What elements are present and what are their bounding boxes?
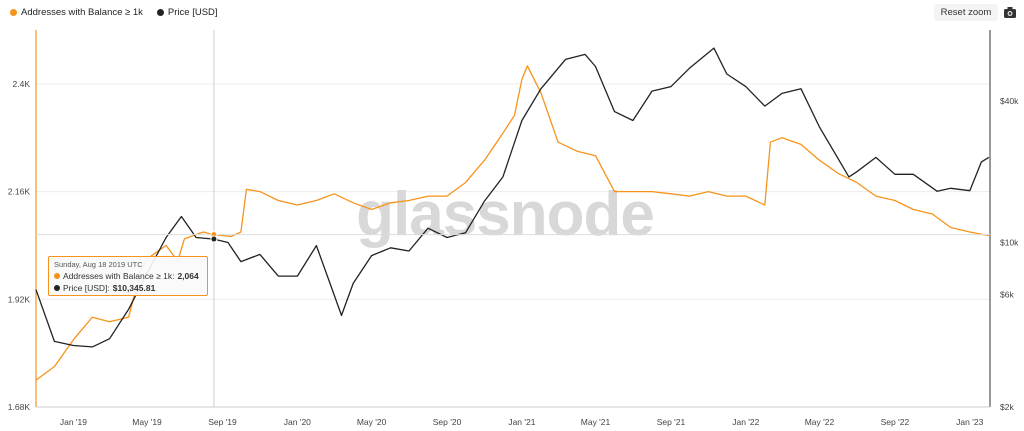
left-axis-tick-3: 2.4K bbox=[13, 79, 31, 89]
x-axis-tick-1: May '19 bbox=[132, 417, 162, 427]
series-line-price bbox=[35, 47, 990, 348]
right-axis-tick-1: $6k bbox=[1000, 290, 1014, 300]
left-axis-tick-1: 1.92K bbox=[8, 294, 31, 304]
camera-icon[interactable] bbox=[1003, 6, 1017, 19]
right-axis-tick-2: $10k bbox=[1000, 238, 1019, 248]
watermark: glassnode bbox=[356, 180, 654, 249]
tooltip-label-price: Price [USD]: bbox=[63, 283, 110, 293]
left-axis-tick-2: 2.16K bbox=[8, 187, 31, 197]
tooltip-row-price: Price [USD]: $10,345.81 bbox=[54, 282, 202, 294]
tooltip-dot-price bbox=[54, 285, 60, 291]
chart-legend: Addresses with Balance ≥ 1k Price [USD] bbox=[10, 7, 218, 18]
right-axis-tick-0: $2k bbox=[1000, 402, 1014, 412]
tooltip-value-price: $10,345.81 bbox=[112, 283, 156, 293]
tooltip-date: Sunday, Aug 18 2019 UTC bbox=[54, 260, 143, 269]
legend-item-price[interactable]: Price [USD] bbox=[156, 7, 218, 18]
legend-item-addresses[interactable]: Addresses with Balance ≥ 1k bbox=[10, 7, 143, 18]
tooltip-value-addresses: 2,064 bbox=[177, 271, 199, 281]
series-line-addresses bbox=[35, 65, 989, 381]
x-axis-tick-7: May '21 bbox=[581, 417, 611, 427]
chart-tooltip: Sunday, Aug 18 2019 UTC Addresses with B… bbox=[48, 256, 208, 296]
left-axis-tick-0: 1.68K bbox=[8, 402, 31, 412]
right-axis-tick-3: $40k bbox=[1000, 96, 1019, 106]
legend-label-addresses: Addresses with Balance ≥ 1k bbox=[21, 7, 143, 18]
x-axis-tick-5: Sep '20 bbox=[433, 417, 462, 427]
x-axis-tick-10: May '22 bbox=[805, 417, 835, 427]
tooltip-label-addresses: Addresses with Balance ≥ 1k: bbox=[63, 271, 175, 281]
legend-dot-addresses bbox=[10, 9, 17, 16]
series-layer bbox=[35, 47, 990, 381]
legend-label-price: Price [USD] bbox=[167, 7, 218, 18]
x-axis-tick-12: Jan '23 bbox=[956, 417, 983, 427]
x-axis-tick-8: Sep '21 bbox=[657, 417, 686, 427]
x-axis-tick-4: May '20 bbox=[357, 417, 387, 427]
tooltip-markers bbox=[36, 30, 990, 407]
legend-dot-price bbox=[156, 9, 164, 16]
reset-zoom-button[interactable]: Reset zoom bbox=[934, 4, 998, 21]
tooltip-row-addresses: Addresses with Balance ≥ 1k: 2,064 bbox=[54, 270, 202, 282]
axes: 1.68K 1.92K 2.16K 2.4K $2k $6k $10k $40k Jan '19… bbox=[8, 30, 1019, 427]
tooltip-dot-addresses bbox=[54, 273, 60, 279]
x-axis-tick-0: Jan '19 bbox=[60, 417, 87, 427]
x-axis-tick-2: Sep '19 bbox=[208, 417, 237, 427]
tooltip-marker-price bbox=[210, 235, 218, 243]
x-axis-tick-3: Jan '20 bbox=[284, 417, 311, 427]
x-axis-tick-11: Sep '22 bbox=[881, 417, 910, 427]
x-axis-tick-6: Jan '21 bbox=[508, 417, 535, 427]
x-axis-tick-9: Jan '22 bbox=[732, 417, 759, 427]
